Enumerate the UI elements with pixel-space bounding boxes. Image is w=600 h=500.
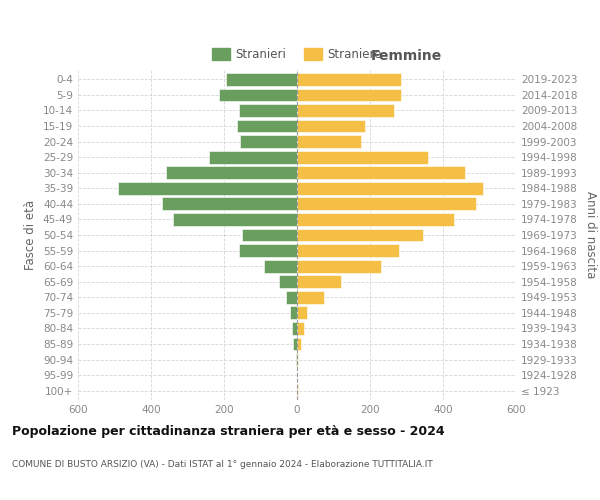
- Bar: [297, 260, 381, 272]
- Bar: [290, 306, 297, 319]
- Bar: [297, 151, 428, 164]
- Bar: [297, 88, 401, 102]
- Bar: [292, 322, 297, 335]
- Bar: [296, 353, 297, 366]
- Bar: [297, 306, 307, 319]
- Bar: [241, 135, 297, 148]
- Bar: [162, 198, 297, 210]
- Text: Popolazione per cittadinanza straniera per età e sesso - 2024: Popolazione per cittadinanza straniera p…: [12, 425, 445, 438]
- Bar: [297, 182, 483, 194]
- Y-axis label: Anni di nascita: Anni di nascita: [584, 192, 597, 278]
- Bar: [297, 228, 423, 241]
- Bar: [297, 338, 301, 350]
- Bar: [297, 384, 298, 397]
- Bar: [226, 73, 297, 86]
- Y-axis label: Fasce di età: Fasce di età: [25, 200, 37, 270]
- Bar: [297, 135, 361, 148]
- Text: COMUNE DI BUSTO ARSIZIO (VA) - Dati ISTAT al 1° gennaio 2024 - Elaborazione TUTT: COMUNE DI BUSTO ARSIZIO (VA) - Dati ISTA…: [12, 460, 433, 469]
- Bar: [218, 88, 297, 102]
- Bar: [297, 353, 298, 366]
- Legend: Stranieri, Straniere: Stranieri, Straniere: [207, 43, 387, 66]
- Bar: [264, 260, 297, 272]
- Bar: [297, 198, 476, 210]
- Bar: [297, 276, 341, 288]
- Bar: [166, 166, 297, 179]
- Bar: [297, 322, 304, 335]
- Bar: [242, 228, 297, 241]
- Bar: [173, 213, 297, 226]
- Text: Femmine: Femmine: [371, 50, 442, 64]
- Bar: [237, 120, 297, 132]
- Bar: [239, 244, 297, 257]
- Bar: [297, 120, 365, 132]
- Bar: [209, 151, 297, 164]
- Bar: [297, 73, 401, 86]
- Bar: [293, 338, 297, 350]
- Bar: [279, 276, 297, 288]
- Bar: [297, 104, 394, 117]
- Bar: [118, 182, 297, 194]
- Bar: [286, 291, 297, 304]
- Bar: [239, 104, 297, 117]
- Bar: [297, 244, 399, 257]
- Bar: [297, 166, 465, 179]
- Bar: [297, 291, 325, 304]
- Bar: [297, 213, 454, 226]
